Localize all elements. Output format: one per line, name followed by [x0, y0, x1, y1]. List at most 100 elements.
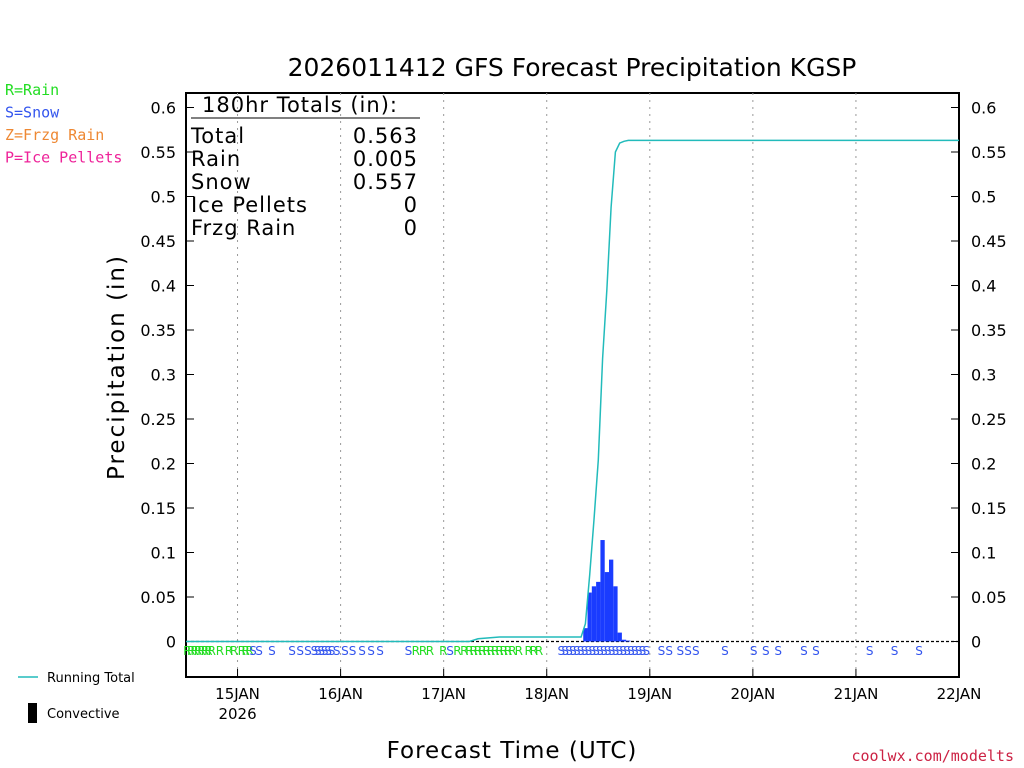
precip-bar — [583, 628, 588, 642]
ptype-marker: R — [535, 644, 543, 658]
ptype-marker: S — [296, 644, 304, 658]
ptype-marker: R — [204, 644, 212, 658]
ptype-marker: S — [249, 644, 257, 658]
ptype-marker: S — [592, 644, 600, 658]
ptype-marker: R — [478, 644, 486, 658]
y-tick-label: 0.55 — [140, 143, 176, 162]
ptype-marker: S — [588, 644, 596, 658]
ptype-marker: R — [230, 644, 238, 658]
ptype-marker: S — [328, 644, 336, 658]
y-tick-label: 0.15 — [971, 499, 1007, 518]
ptype-marker: S — [311, 644, 319, 658]
ptype-marker: R — [201, 644, 209, 658]
x-axis: 15JAN 2026 16JAN 17JAN 18JAN 19JAN 20JAN 21JAN 2… — [215, 669, 981, 723]
chart-title: 2026011412 GFS Forecast Precipitation KG… — [288, 53, 857, 82]
precip-bar — [604, 572, 610, 642]
ptype-marker: S — [367, 644, 375, 658]
ptype-marker: R — [242, 644, 250, 658]
ptype-marker: R — [187, 644, 195, 658]
ptype-marker: R — [453, 644, 461, 658]
ptype-marker: S — [800, 644, 808, 658]
ptype-marker: S — [577, 644, 585, 658]
legend-running-total-label: Running Total — [47, 671, 135, 686]
ptype-marker: S — [631, 644, 639, 658]
ptype-marker: R — [491, 644, 499, 658]
ptype-marker: R — [208, 644, 216, 658]
ptype-marker: S — [321, 644, 329, 658]
ptype-marker: R — [470, 644, 478, 658]
ptype-marker: S — [608, 644, 616, 658]
ptype-marker: R — [460, 644, 468, 658]
ptype-marker: S — [324, 644, 332, 658]
x-tick-year: 2026 — [218, 705, 256, 723]
x-tick-label: 22JAN — [937, 685, 982, 703]
y-tick-label: 0.05 — [971, 588, 1007, 607]
ptype-marker: S — [581, 644, 589, 658]
ptype-marker: S — [762, 644, 770, 658]
ptype-key: R=Rain S=Snow Z=Frzg Rain P=Ice Pellets — [5, 81, 122, 167]
ptype-marker: R — [465, 644, 473, 658]
ptype-marker: S — [891, 644, 899, 658]
ptype-marker: R — [225, 644, 233, 658]
y-tick-label: 0.15 — [140, 499, 176, 518]
grid — [237, 93, 857, 677]
y-tick-label: 0.5 — [151, 188, 176, 207]
ptype-marker: R — [504, 644, 512, 658]
y-tick-label: 0.1 — [971, 544, 996, 563]
ptype-marker: S — [812, 644, 820, 658]
totals-row-value: 0 — [404, 193, 418, 217]
ptype-marker: S — [692, 644, 700, 658]
totals-header: 180hr Totals (in): — [202, 93, 398, 117]
ptype-key-item: Z=Frzg Rain — [5, 126, 104, 144]
y-tick-label: 0.2 — [971, 455, 996, 474]
totals-row-value: 0 — [404, 216, 418, 240]
y-tick-label: 0.1 — [151, 544, 176, 563]
totals-row-value: 0.005 — [353, 147, 418, 171]
y-tick-label: 0.4 — [151, 277, 176, 296]
ptype-marker: S — [658, 644, 666, 658]
ptype-marker: R — [190, 644, 198, 658]
y-tick-label: 0.45 — [971, 232, 1007, 251]
precip-bar — [596, 581, 601, 642]
ptype-marker: S — [446, 644, 454, 658]
precip-bar — [626, 640, 631, 642]
precip-bar — [613, 586, 618, 642]
ptype-marker: S — [317, 644, 325, 658]
ptype-marker: S — [676, 644, 684, 658]
ptype-marker: R — [474, 644, 482, 658]
ptype-marker: S — [349, 644, 357, 658]
ptype-marker: S — [612, 644, 620, 658]
ptype-marker: S — [333, 644, 341, 658]
precip-bar — [591, 586, 597, 642]
ptype-marker: R — [426, 644, 434, 658]
ptype-marker: S — [623, 644, 631, 658]
ptype-marker: R — [419, 644, 427, 658]
totals-row-label: Ice Pellets — [191, 193, 308, 217]
precip-bar — [617, 632, 622, 642]
ptype-marker: S — [915, 644, 923, 658]
ptype-marker: S — [561, 644, 569, 658]
totals-box: 180hr Totals (in): Total 0.563 Rain 0.005 Sn… — [190, 93, 420, 240]
totals-row-value: 0.563 — [353, 124, 418, 148]
y-tick-label: 0.5 — [971, 188, 996, 207]
ptype-marker: R — [508, 644, 516, 658]
precip-bar — [587, 592, 592, 642]
ptype-marker: R — [525, 644, 533, 658]
credit-text: coolwx.com/modelts — [851, 747, 1014, 765]
ptype-marker: R — [197, 644, 205, 658]
ptype-marker: S — [643, 644, 651, 658]
ptype-marker: S — [774, 644, 782, 658]
y-tick-label: 0.35 — [971, 321, 1007, 340]
totals-row-value: 0.557 — [353, 170, 418, 194]
ptype-marker: S — [866, 644, 874, 658]
ptype-marker: S — [604, 644, 612, 658]
ptype-marker: S — [573, 644, 581, 658]
ptype-marker: S — [268, 644, 276, 658]
totals-row-label: Rain — [191, 147, 241, 171]
ptype-marker: S — [665, 644, 673, 658]
y-tick-label: 0 — [166, 633, 176, 652]
ptype-marker: R — [530, 644, 538, 658]
ptype-marker: R — [495, 644, 503, 658]
